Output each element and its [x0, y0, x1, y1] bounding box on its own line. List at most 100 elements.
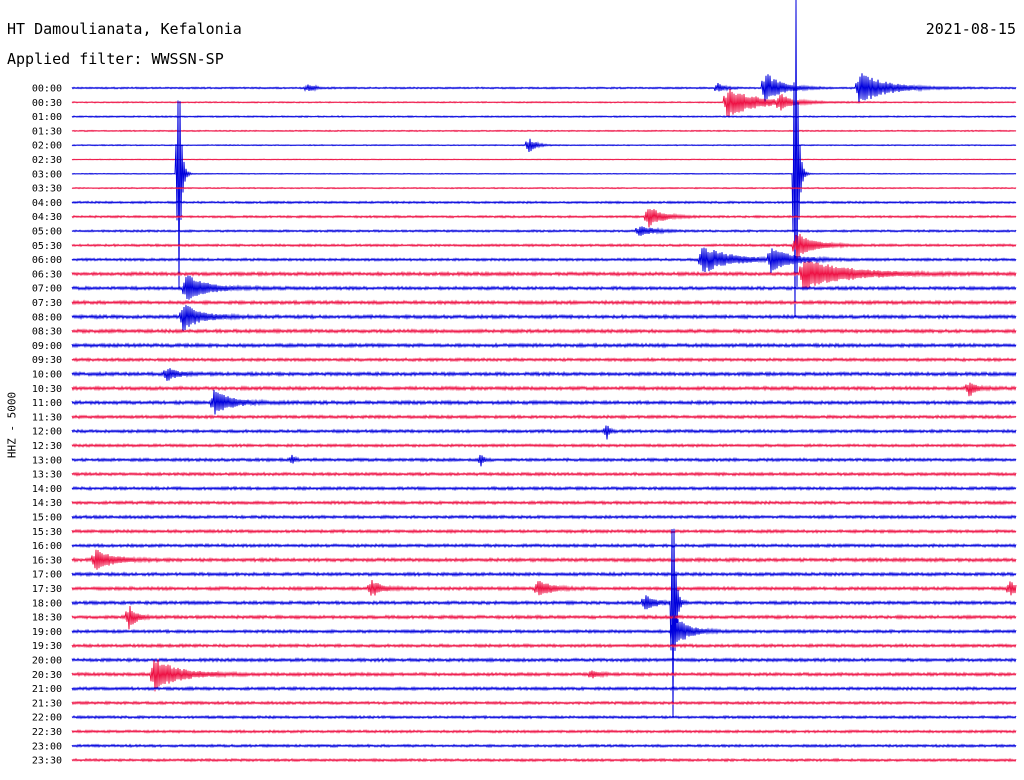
row-time-label: 09:00: [32, 341, 62, 352]
trace-row: [71, 382, 1017, 397]
row-time-label: 00:00: [32, 84, 62, 95]
trace-row: [71, 714, 1017, 720]
row-time-label: 16:00: [32, 541, 62, 552]
trace-row: [71, 226, 1017, 236]
trace-row: [71, 571, 1017, 578]
row-time-label: 14:30: [32, 498, 62, 509]
trace-row: [71, 743, 1017, 749]
row-time-label: 22:30: [32, 727, 62, 738]
trace-row: [71, 342, 1017, 349]
trace-row: [71, 657, 1017, 664]
trace-row: [71, 233, 1017, 259]
trace-row: [71, 389, 1017, 415]
row-time-label: 20:00: [32, 656, 62, 667]
row-time-label: 01:00: [32, 112, 62, 123]
row-time-label: 21:00: [32, 684, 62, 695]
filter-label: Applied filter: WWSSN-SP: [7, 50, 224, 68]
row-time-label: 08:30: [32, 327, 62, 338]
trace-row: [71, 209, 1017, 228]
row-time-label: 04:30: [32, 212, 62, 223]
row-time-label: 21:30: [32, 698, 62, 709]
row-time-label: 02:00: [32, 141, 62, 152]
row-time-label: 15:30: [32, 527, 62, 538]
trace-row: [71, 542, 1017, 549]
trace-row: [71, 186, 1017, 190]
trace-row: [71, 658, 1017, 692]
trace-row: [71, 528, 1017, 718]
trace-row: [71, 115, 1017, 119]
trace-row: [71, 514, 1017, 520]
trace-row: [71, 261, 1017, 290]
row-time-label: 06:30: [32, 269, 62, 280]
row-time-label: 19:30: [32, 641, 62, 652]
trace-row: [71, 158, 1017, 161]
row-time-label: 11:00: [32, 398, 62, 409]
trace-row: [71, 442, 1017, 449]
trace-row: [71, 549, 1017, 570]
row-time-label: 00:30: [32, 98, 62, 109]
date-label: 2021-08-15: [925, 20, 1016, 38]
row-time-label: 22:00: [32, 713, 62, 724]
row-time-label: 19:00: [32, 627, 62, 638]
trace-row: [71, 580, 1017, 596]
row-time-label: 10:30: [32, 384, 62, 395]
row-time-label: 13:00: [32, 455, 62, 466]
trace-row: [71, 700, 1017, 706]
station-title: HT Damoulianata, Kefalonia: [7, 20, 242, 38]
trace-row: [71, 414, 1017, 420]
row-time-label: 08:00: [32, 312, 62, 323]
row-time-label: 17:00: [32, 570, 62, 581]
trace-row: [71, 605, 1017, 630]
trace-row: [71, 299, 1017, 306]
trace-row: [71, 615, 1017, 646]
trace-row: [71, 305, 1017, 332]
trace-row: [71, 275, 1017, 300]
row-time-label: 01:30: [32, 126, 62, 137]
trace-row: [71, 485, 1017, 492]
row-time-label: 07:00: [32, 284, 62, 295]
trace-row: [71, 757, 1017, 763]
trace-row: [71, 73, 1017, 104]
trace-row: [71, 89, 1017, 118]
row-time-label: 18:00: [32, 598, 62, 609]
trace-row: [71, 0, 1017, 318]
row-time-label: 15:00: [32, 513, 62, 524]
row-time-label: 11:30: [32, 412, 62, 423]
row-time-label: 05:30: [32, 241, 62, 252]
row-time-label: 10:00: [32, 370, 62, 381]
row-time-label: 05:00: [32, 227, 62, 238]
trace-row: [71, 528, 1017, 535]
row-time-label: 13:30: [32, 470, 62, 481]
trace-row: [71, 247, 1017, 273]
trace-row: [71, 454, 1017, 467]
trace-row: [71, 200, 1017, 205]
row-time-label: 12:00: [32, 427, 62, 438]
trace-row: [71, 138, 1017, 153]
row-time-label: 03:30: [32, 184, 62, 195]
trace-row: [71, 368, 1017, 381]
trace-row: [71, 471, 1017, 477]
row-time-label: 06:00: [32, 255, 62, 266]
trace-row: [71, 729, 1017, 734]
row-time-label: 23:30: [32, 756, 62, 767]
row-time-label: 17:30: [32, 584, 62, 595]
row-time-label: 16:30: [32, 555, 62, 566]
row-time-label: 23:00: [32, 741, 62, 752]
trace-row: [71, 327, 1017, 335]
trace-row: [71, 356, 1017, 363]
row-time-label: 12:30: [32, 441, 62, 452]
row-time-label: 14:00: [32, 484, 62, 495]
row-time-label: 20:30: [32, 670, 62, 681]
trace-row: [71, 685, 1017, 692]
row-time-label: 18:30: [32, 613, 62, 624]
trace-row: [71, 129, 1017, 133]
row-time-label: 02:30: [32, 155, 62, 166]
row-time-label: 03:00: [32, 169, 62, 180]
trace-row: [71, 425, 1017, 440]
trace-row: [71, 642, 1017, 649]
row-time-label: 07:30: [32, 298, 62, 309]
trace-row: [71, 499, 1017, 506]
row-time-label: 04:00: [32, 198, 62, 209]
row-time-label: 09:30: [32, 355, 62, 366]
